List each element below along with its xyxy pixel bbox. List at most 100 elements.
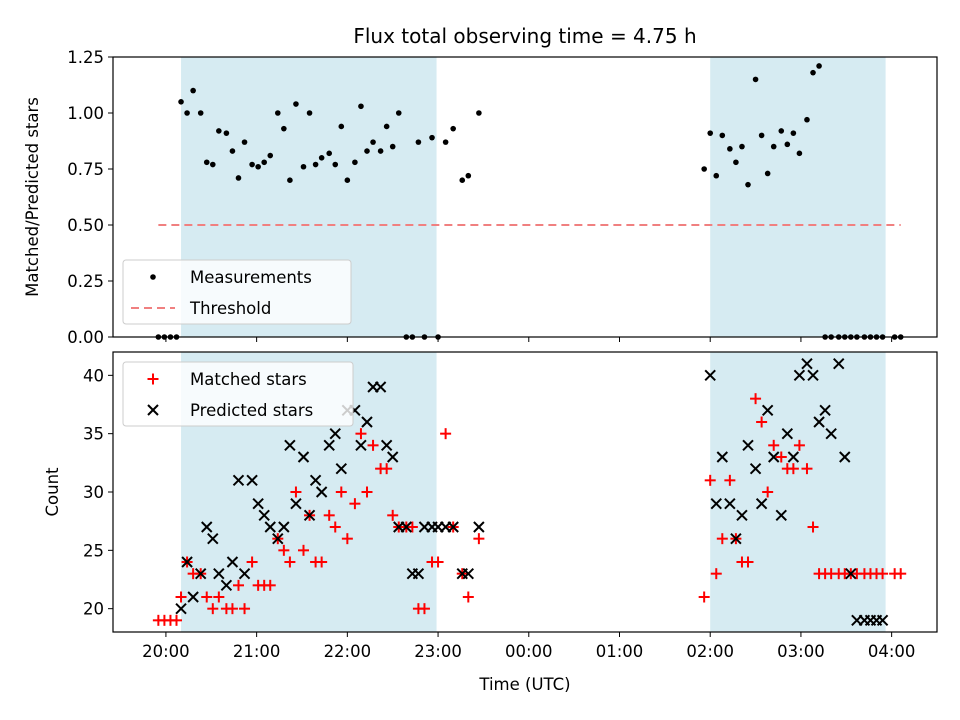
matched-star-marker bbox=[750, 393, 762, 405]
measurement-point bbox=[358, 103, 364, 110]
legend-label: Measurements bbox=[190, 268, 312, 287]
predicted-star-marker bbox=[374, 381, 387, 393]
predicted-star-marker bbox=[716, 451, 729, 463]
predicted-star-marker bbox=[876, 614, 889, 627]
matched-star-marker bbox=[329, 521, 341, 533]
predicted-star-marker bbox=[175, 602, 187, 615]
matched-star-marker bbox=[704, 474, 716, 486]
measurement-point bbox=[249, 161, 255, 168]
predicted-star-marker bbox=[412, 567, 425, 580]
matched-star-marker bbox=[175, 591, 187, 603]
matched-star-marker bbox=[724, 474, 736, 486]
measurement-point bbox=[338, 123, 345, 130]
y-tick-label: 30 bbox=[83, 483, 104, 502]
top-ylabel: Matched/Predicted stars bbox=[23, 97, 42, 297]
measurement-point bbox=[241, 139, 248, 145]
shaded-interval bbox=[710, 352, 886, 632]
measurement-point bbox=[377, 148, 384, 154]
measurement-point bbox=[752, 76, 759, 83]
matched-star-marker bbox=[432, 556, 444, 568]
predicted-star-marker bbox=[361, 416, 373, 428]
matched-star-marker bbox=[239, 603, 251, 615]
measurement-point bbox=[816, 63, 822, 69]
predicted-star-marker bbox=[355, 439, 367, 452]
predicted-star-marker bbox=[252, 497, 264, 510]
predicted-star-marker bbox=[710, 497, 722, 510]
matched-star-marker bbox=[793, 439, 805, 451]
matched-star-marker bbox=[807, 521, 819, 533]
predicted-star-marker bbox=[194, 567, 207, 580]
matched-star-marker bbox=[284, 556, 296, 568]
predicted-star-marker bbox=[775, 509, 787, 522]
matched-star-marker bbox=[440, 428, 452, 440]
predicted-star-marker bbox=[207, 532, 219, 545]
measurement-point bbox=[450, 125, 456, 132]
matched-star-marker bbox=[246, 556, 258, 568]
predicted-star-marker bbox=[290, 497, 302, 510]
measurement-point bbox=[281, 125, 287, 132]
measurement-point bbox=[318, 155, 325, 161]
predicted-star-marker bbox=[801, 357, 813, 370]
matched-star-marker bbox=[323, 509, 335, 521]
measurement-point bbox=[810, 69, 816, 76]
predicted-star-marker bbox=[730, 532, 742, 545]
predicted-star-marker bbox=[793, 369, 806, 382]
measurement-point bbox=[332, 161, 339, 168]
top-y-ticks: 0.00 0.25 0.50 0.75 1.00 1.25 bbox=[67, 48, 113, 347]
predicted-star-marker bbox=[749, 462, 762, 475]
y-tick-label: 35 bbox=[83, 425, 104, 444]
predicted-star-marker bbox=[258, 509, 270, 522]
measurement-point bbox=[764, 170, 771, 177]
legend-measurement-swatch bbox=[150, 274, 156, 280]
matched-star-marker bbox=[341, 533, 353, 545]
measurement-point bbox=[178, 99, 184, 105]
matched-star-marker bbox=[775, 451, 787, 463]
predicted-star-marker bbox=[724, 497, 736, 510]
measurement-point bbox=[216, 128, 222, 134]
legend-label: Matched stars bbox=[190, 370, 307, 389]
predicted-star-marker bbox=[447, 521, 459, 533]
matched-star-marker bbox=[418, 603, 430, 615]
measurement-point bbox=[300, 163, 307, 170]
measurement-point bbox=[796, 150, 803, 157]
top-legend: Measurements Threshold bbox=[122, 259, 352, 325]
legend-box bbox=[122, 259, 352, 325]
measurement-point bbox=[389, 143, 396, 150]
measurement-point bbox=[429, 134, 435, 141]
measurement-point bbox=[209, 161, 216, 168]
predicted-star-marker bbox=[335, 462, 348, 475]
matched-star-marker bbox=[877, 568, 889, 580]
measurement-point bbox=[197, 110, 204, 116]
matched-star-marker bbox=[387, 509, 399, 521]
measurement-point bbox=[727, 146, 733, 152]
measurement-point bbox=[476, 110, 482, 116]
predicted-star-marker bbox=[761, 404, 774, 417]
predicted-star-marker bbox=[315, 486, 328, 498]
predicted-star-marker bbox=[329, 427, 341, 440]
matched-star-marker bbox=[698, 591, 710, 603]
matched-star-marker bbox=[316, 556, 328, 568]
predicted-star-marker bbox=[213, 567, 225, 580]
x-tick-label: 20:00 bbox=[142, 642, 190, 661]
measurement-point bbox=[229, 148, 236, 154]
predicted-star-marker bbox=[839, 451, 851, 463]
bottom-ylabel: Count bbox=[43, 467, 62, 517]
predicted-star-marker bbox=[825, 427, 837, 440]
shaded-interval bbox=[710, 57, 886, 337]
measurement-point bbox=[235, 175, 242, 181]
matched-star-marker bbox=[742, 556, 754, 568]
measurement-point bbox=[778, 128, 785, 134]
measurement-point bbox=[293, 101, 299, 107]
measurement-point bbox=[344, 177, 351, 183]
measurement-point bbox=[465, 172, 472, 179]
predicted-star-marker bbox=[380, 439, 393, 452]
predicted-star-marker bbox=[297, 451, 310, 463]
bottom-legend: Matched stars Predicted stars bbox=[122, 361, 354, 427]
matched-star-marker bbox=[298, 544, 310, 556]
predicted-star-marker bbox=[781, 427, 794, 440]
measurement-point bbox=[275, 110, 281, 116]
y-tick-label: 1.00 bbox=[67, 104, 104, 123]
measurement-point bbox=[184, 110, 190, 116]
matched-star-marker bbox=[226, 603, 238, 615]
predicted-star-marker bbox=[284, 439, 296, 452]
